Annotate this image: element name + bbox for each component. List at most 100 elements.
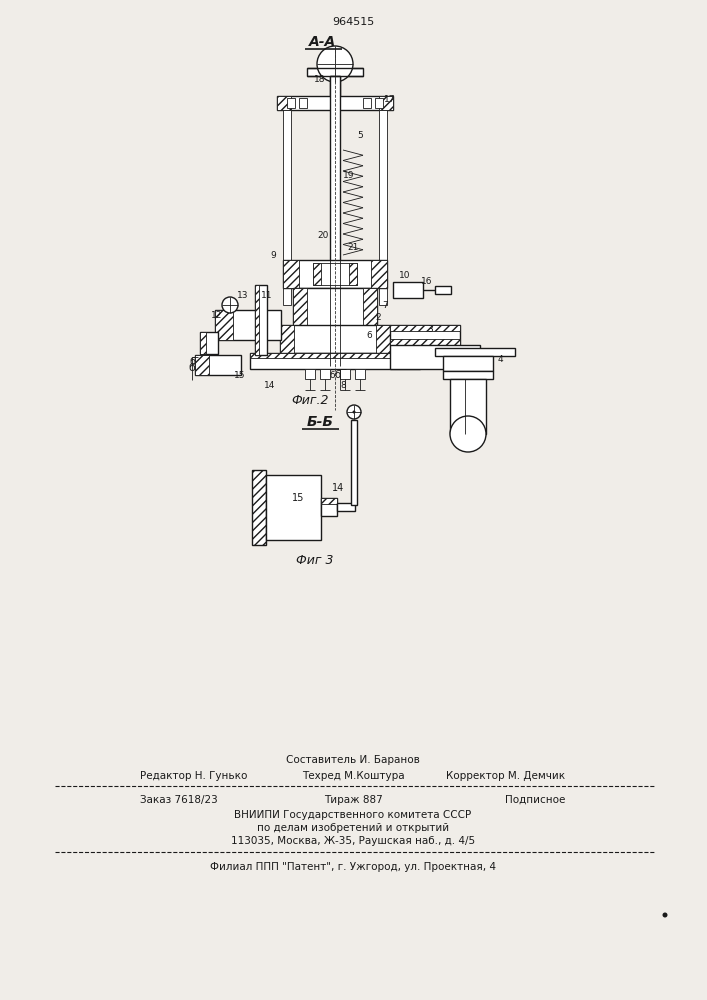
Bar	[280, 325, 294, 353]
Text: Филиал ППП "Патент", г. Ужгород, ул. Проектная, 4: Филиал ППП "Патент", г. Ужгород, ул. Про…	[210, 862, 496, 872]
Text: 13: 13	[238, 292, 249, 300]
Circle shape	[662, 912, 667, 918]
Bar	[250, 353, 420, 369]
Bar	[443, 356, 493, 371]
Bar	[287, 98, 295, 108]
Text: 9: 9	[270, 250, 276, 259]
Bar	[390, 325, 460, 345]
Bar	[277, 96, 393, 110]
Text: 12: 12	[211, 310, 223, 320]
Bar	[363, 98, 371, 108]
Text: 14: 14	[332, 483, 344, 493]
Bar	[332, 76, 338, 96]
Text: Техред М.Коштура: Техред М.Коштура	[302, 771, 404, 781]
Text: 21: 21	[347, 243, 358, 252]
Circle shape	[222, 297, 238, 313]
Text: 15: 15	[234, 370, 246, 379]
Text: 5: 5	[357, 130, 363, 139]
Bar	[200, 332, 206, 354]
Bar	[390, 345, 480, 369]
Bar	[215, 310, 281, 340]
Bar	[379, 96, 393, 110]
Bar	[277, 96, 291, 110]
Text: 17: 17	[384, 96, 396, 104]
Text: 11: 11	[262, 290, 273, 300]
Bar	[255, 285, 267, 355]
Circle shape	[353, 410, 356, 414]
Bar	[443, 371, 493, 379]
Text: 113035, Москва, Ж-35, Раушская наб., д. 4/5: 113035, Москва, Ж-35, Раушская наб., д. …	[231, 836, 475, 846]
Bar	[435, 286, 451, 294]
Bar	[435, 348, 515, 356]
Text: Составитель И. Баранов: Составитель И. Баранов	[286, 755, 420, 765]
Bar	[215, 310, 233, 340]
Text: 7: 7	[382, 300, 388, 310]
Bar	[363, 288, 377, 343]
Bar	[390, 325, 460, 331]
Bar	[299, 98, 307, 108]
Text: б: б	[334, 370, 340, 380]
Bar	[195, 355, 241, 375]
Text: 20: 20	[317, 231, 329, 239]
Text: 964515: 964515	[332, 17, 374, 27]
Bar	[321, 498, 337, 504]
Text: 8: 8	[340, 380, 346, 389]
Text: б: б	[189, 357, 195, 367]
Bar	[283, 110, 291, 305]
Text: 10: 10	[399, 270, 411, 279]
Bar	[252, 470, 266, 545]
Bar	[320, 369, 330, 379]
Bar	[307, 68, 363, 76]
Text: б: б	[189, 363, 195, 373]
Bar	[340, 369, 350, 379]
Bar	[330, 76, 340, 96]
Bar	[321, 498, 337, 516]
Text: Тираж 887: Тираж 887	[324, 795, 382, 805]
Text: ВНИИПИ Государственного комитета СССР: ВНИИПИ Государственного комитета СССР	[235, 810, 472, 820]
Text: 18: 18	[314, 76, 326, 85]
Bar	[313, 263, 357, 285]
Bar	[355, 369, 365, 379]
Text: Фиг.2: Фиг.2	[291, 393, 329, 406]
Bar	[280, 325, 390, 353]
Text: 19: 19	[344, 170, 355, 180]
Text: по делам изобретений и открытий: по делам изобретений и открытий	[257, 823, 449, 833]
Bar	[293, 288, 307, 343]
Bar	[195, 355, 209, 375]
Text: 4: 4	[497, 356, 503, 364]
Bar	[450, 379, 486, 434]
Bar	[379, 110, 387, 305]
Bar	[283, 260, 387, 288]
Circle shape	[450, 416, 486, 452]
Text: б: б	[329, 370, 334, 379]
Bar	[250, 353, 420, 358]
Text: Фиг 3: Фиг 3	[296, 554, 334, 566]
Bar	[255, 285, 259, 355]
Text: 6: 6	[366, 330, 372, 340]
Bar	[375, 98, 383, 108]
Text: Корректор М. Демчик: Корректор М. Демчик	[446, 771, 565, 781]
Text: Редактор Н. Гунько: Редактор Н. Гунько	[140, 771, 247, 781]
Text: 15: 15	[292, 493, 304, 503]
Bar	[376, 325, 390, 353]
Bar	[337, 503, 355, 511]
Text: А-А: А-А	[310, 35, 337, 49]
Bar	[349, 263, 357, 285]
Bar	[351, 420, 357, 505]
Bar	[313, 263, 321, 285]
Bar	[371, 260, 387, 288]
Bar	[393, 282, 423, 298]
Bar	[283, 260, 299, 288]
Bar	[305, 369, 315, 379]
Text: Б-Б: Б-Б	[307, 415, 334, 429]
Text: Подписное: Подписное	[505, 795, 565, 805]
Text: 2: 2	[375, 314, 381, 322]
Text: 16: 16	[421, 277, 433, 286]
Circle shape	[347, 405, 361, 419]
Bar	[266, 475, 321, 540]
Bar	[330, 76, 340, 366]
Circle shape	[317, 46, 353, 82]
Text: 3: 3	[427, 326, 433, 334]
Text: 14: 14	[264, 380, 276, 389]
Bar	[390, 339, 460, 345]
